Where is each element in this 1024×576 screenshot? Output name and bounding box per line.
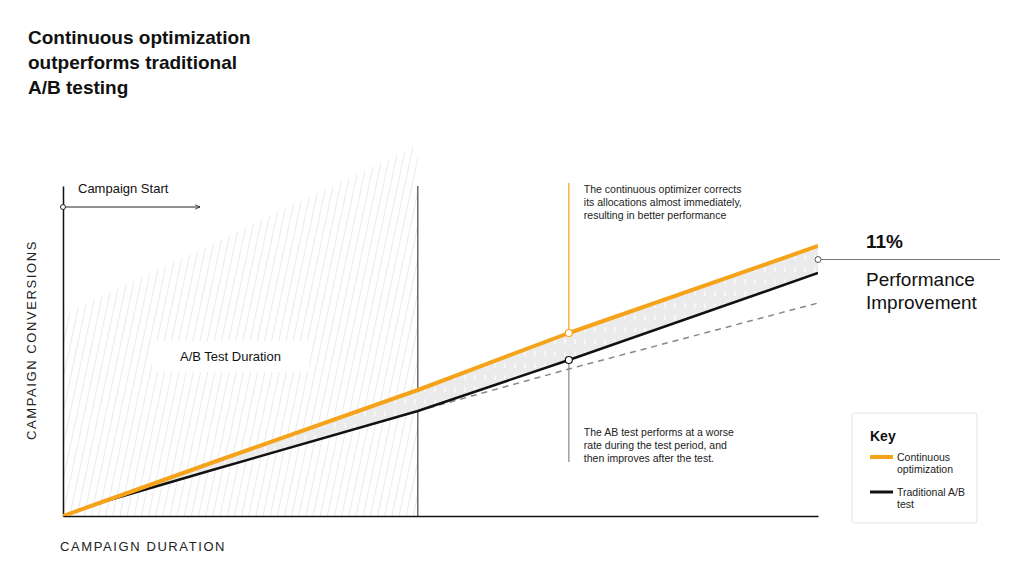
annotation-text-line: The continuous optimizer corrects <box>584 183 742 195</box>
series-line <box>63 246 818 516</box>
title-line: A/B testing <box>28 77 128 98</box>
test-end-line <box>417 186 418 516</box>
title-line: outperforms traditional <box>28 52 237 73</box>
chart-container: Continuous optimization outperforms tradi… <box>0 0 1024 576</box>
x-axis <box>64 516 819 517</box>
title-line: Continuous optimization <box>28 27 251 48</box>
y-axis-title: CAMPAIGN CONVERSIONS <box>24 240 39 440</box>
plot-area <box>63 246 818 516</box>
callout-text-line: Performance <box>866 269 975 290</box>
annotation-text-line: rate during the test period, and <box>584 439 727 451</box>
legend-label-line: optimization <box>897 463 953 475</box>
legend-swatch <box>870 455 893 459</box>
campaign-start-arrow <box>63 207 200 208</box>
annotation-text-line: resulting in better performance <box>584 209 727 221</box>
series-line <box>418 303 818 411</box>
y-axis <box>63 187 64 517</box>
legend-swatch <box>870 491 893 494</box>
annotation-text: The AB test performs at a worserate duri… <box>584 426 734 464</box>
test-period-label-group: A/B Test Duration <box>152 341 309 372</box>
legend-label-line: Continuous <box>897 451 950 463</box>
legend-label-line: test <box>897 498 914 510</box>
legend-label-line: Traditional A/B <box>897 486 965 498</box>
callout-text-line: Improvement <box>866 292 978 313</box>
legend-label: Traditional A/Btest <box>897 486 965 510</box>
test-period-label: A/B Test Duration <box>180 349 281 364</box>
series-line <box>63 273 818 516</box>
callout: 11% PerformanceImprovement <box>815 231 1000 313</box>
legend: KeyContinuousoptimization Traditional A/B… <box>852 413 977 523</box>
annotation-text: The continuous optimizer correctsits all… <box>584 183 742 221</box>
legend-box <box>852 413 977 523</box>
title: Continuous optimization outperforms tradi… <box>28 27 251 98</box>
annotations: The continuous optimizer correctsits all… <box>569 183 742 464</box>
annotation-connector <box>568 183 569 329</box>
callout-dot <box>815 257 821 263</box>
campaign-start-label: Campaign Start <box>78 181 169 196</box>
test-period-label-bg <box>152 341 309 372</box>
improvement-band <box>63 246 818 516</box>
annotation-text-line: its allocations almost immediately, <box>584 196 742 208</box>
annotation-connector <box>568 364 569 462</box>
callout-text: PerformanceImprovement <box>866 269 978 313</box>
annotation-point <box>565 330 572 337</box>
legend-title: Key <box>870 428 896 444</box>
callout-line <box>818 259 1000 260</box>
x-axis-title: CAMPAIGN DURATION <box>60 539 226 554</box>
chart-svg: Continuous optimization outperforms tradi… <box>0 0 1024 576</box>
legend-label: Continuousoptimization <box>897 451 953 475</box>
annotation-point <box>565 357 572 364</box>
y-axis-line <box>63 187 65 517</box>
campaign-start-dot <box>61 205 66 210</box>
annotation-text-line: then improves after the test. <box>584 452 714 464</box>
callout-value: 11% <box>866 231 903 252</box>
x-axis-line <box>64 516 819 518</box>
annotation-text-line: The AB test performs at a worse <box>584 426 734 438</box>
